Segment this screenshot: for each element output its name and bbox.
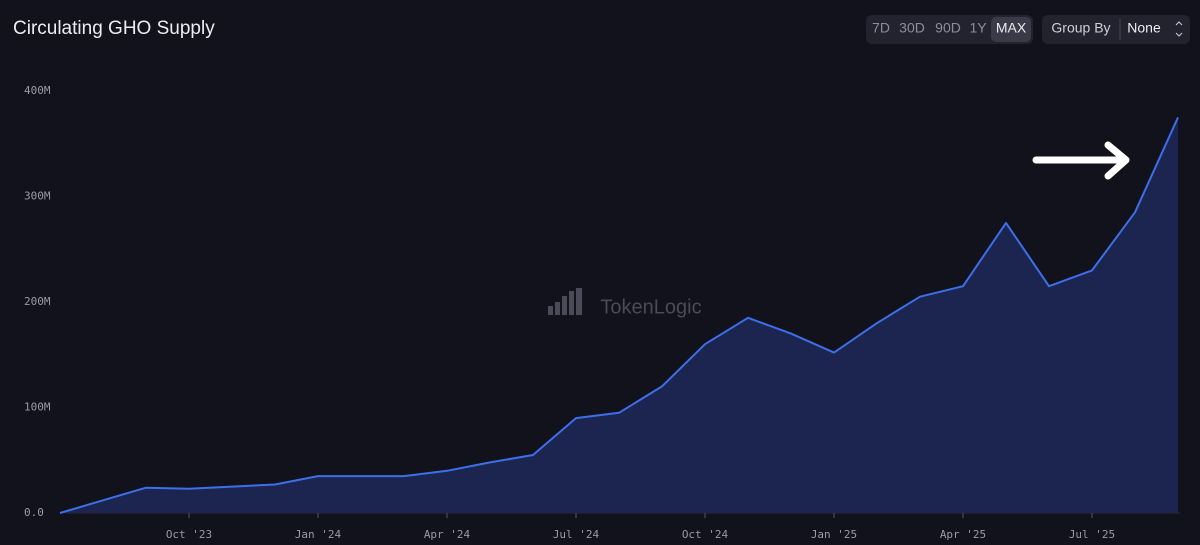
x-tick-label: Apr '25 [940, 528, 986, 541]
range-active [991, 17, 1031, 42]
range-button[interactable]: 7D [872, 20, 890, 36]
y-tick-label: 0.0 [24, 506, 44, 519]
chart-title: Circulating GHO Supply [13, 18, 215, 39]
x-tick-label: Jan '24 [295, 528, 342, 541]
range-button[interactable]: 30D [899, 20, 925, 36]
x-tick-label: Jul '24 [553, 528, 600, 541]
x-tick-label: Oct '24 [682, 528, 729, 541]
range-button[interactable]: MAX [996, 20, 1027, 36]
dropdown-icon [1175, 21, 1183, 37]
area [60, 117, 1178, 514]
range-button[interactable]: 90D [935, 20, 961, 36]
x-tick-label: Jan '25 [811, 528, 857, 541]
group-by-value[interactable]: None [1127, 20, 1161, 36]
range-button[interactable]: 1Y [969, 20, 987, 36]
group-by[interactable] [1042, 15, 1190, 44]
plot: 0.0 100M 200M 300M 400M Oct '23 Jan '24 Apr '24… [24, 84, 1180, 541]
y-tick-label: 300M [24, 190, 51, 203]
group-by-label: Group By [1051, 20, 1110, 36]
x-tick-label: Apr '24 [424, 528, 471, 541]
y-tick-label: 400M [24, 84, 51, 97]
x-tick-label: Jul '25 [1069, 528, 1115, 541]
watermark: TokenLogic [600, 296, 701, 318]
line [59, 116, 1179, 514]
x-tick-label: Oct '23 [166, 528, 212, 541]
y-tick-label: 100M [24, 401, 51, 414]
arrow [1032, 141, 1130, 180]
y-tick-label: 200M [24, 295, 51, 308]
watermark-logo [548, 288, 582, 315]
